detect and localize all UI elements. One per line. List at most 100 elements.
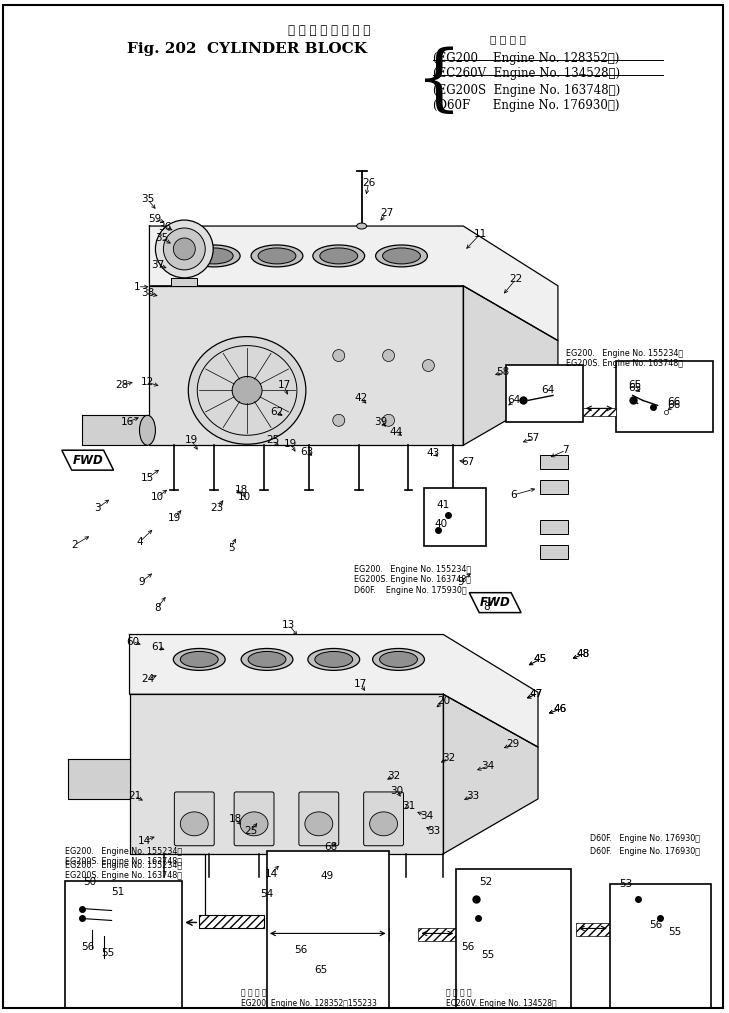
Text: 9: 9 [139, 576, 145, 587]
Text: 61: 61 [151, 642, 164, 652]
Text: 23: 23 [211, 503, 224, 513]
Text: 19: 19 [184, 436, 198, 446]
Text: 53: 53 [619, 878, 632, 888]
Text: EG200.   Engine No. 155234～
EG200S. Engine No. 163748～: EG200. Engine No. 155234～ EG200S. Engine… [566, 348, 683, 368]
Ellipse shape [383, 248, 421, 264]
Text: 18: 18 [235, 485, 248, 495]
Ellipse shape [356, 223, 367, 229]
Text: 39: 39 [374, 417, 387, 427]
FancyBboxPatch shape [299, 792, 339, 846]
FancyBboxPatch shape [65, 880, 182, 1008]
Text: 33: 33 [426, 826, 440, 836]
FancyBboxPatch shape [418, 929, 456, 941]
Text: 8: 8 [483, 602, 489, 612]
FancyBboxPatch shape [267, 851, 389, 1008]
Text: 26: 26 [362, 178, 375, 188]
Text: 5: 5 [228, 543, 235, 553]
Text: 24: 24 [141, 675, 154, 685]
Text: 2: 2 [71, 540, 78, 550]
Text: 19: 19 [284, 440, 297, 449]
Text: 64: 64 [542, 385, 555, 395]
Polygon shape [68, 759, 130, 799]
Text: 適 用 号 機
EC260V. Engine No. 134528～: 適 用 号 機 EC260V. Engine No. 134528～ [446, 989, 557, 1008]
Circle shape [383, 349, 394, 362]
Text: 13: 13 [282, 620, 295, 629]
Text: シ リ ン ダ ブ ロ ッ ク: シ リ ン ダ ブ ロ ッ ク [288, 23, 370, 36]
Text: 64: 64 [507, 395, 521, 405]
Text: 55: 55 [482, 950, 495, 960]
Text: 適 用 号 機
EG200. Engine No. 128352～155233: 適 用 号 機 EG200. Engine No. 128352～155233 [241, 989, 377, 1008]
Text: EG200.   Engine No. 155234～
EG200S. Engine No. 163748～
D60F.    Engine No. 17593: EG200. Engine No. 155234～ EG200S. Engine… [354, 565, 471, 595]
Text: 66: 66 [667, 397, 680, 407]
Text: 21: 21 [128, 791, 141, 801]
FancyBboxPatch shape [174, 792, 214, 846]
Text: 37: 37 [151, 260, 164, 269]
Polygon shape [171, 278, 198, 286]
Text: 30: 30 [390, 786, 403, 796]
Ellipse shape [308, 648, 359, 671]
Text: 10: 10 [238, 492, 251, 502]
Text: 22: 22 [510, 274, 523, 284]
Ellipse shape [174, 648, 225, 671]
Text: 4: 4 [136, 537, 143, 547]
Text: 1: 1 [134, 282, 141, 292]
Text: 50: 50 [83, 876, 96, 886]
FancyBboxPatch shape [540, 520, 568, 534]
Text: 45: 45 [534, 654, 547, 665]
Text: 57: 57 [526, 434, 539, 444]
Text: 56: 56 [81, 942, 94, 952]
Text: 45: 45 [534, 654, 547, 665]
Text: 33: 33 [467, 791, 480, 801]
FancyBboxPatch shape [540, 480, 568, 494]
Ellipse shape [188, 245, 240, 266]
Ellipse shape [180, 651, 218, 668]
Text: 65: 65 [314, 965, 327, 976]
Ellipse shape [188, 336, 306, 445]
Text: 41: 41 [437, 500, 450, 510]
Text: 67: 67 [461, 457, 475, 467]
Ellipse shape [163, 228, 206, 269]
Text: 62: 62 [270, 407, 284, 417]
Text: 42: 42 [354, 393, 367, 403]
Ellipse shape [380, 651, 418, 668]
Polygon shape [469, 593, 521, 613]
Text: EG200.   Engine No. 155234～
EG200S. Engine No. 163748～: EG200. Engine No. 155234～ EG200S. Engine… [65, 847, 182, 866]
Polygon shape [62, 450, 114, 470]
Polygon shape [149, 226, 558, 340]
Text: 14: 14 [138, 836, 151, 846]
Text: 3: 3 [94, 503, 101, 513]
Text: 17: 17 [354, 680, 367, 689]
Ellipse shape [174, 238, 195, 260]
Text: 49: 49 [320, 870, 333, 880]
Ellipse shape [240, 811, 268, 836]
FancyBboxPatch shape [609, 883, 712, 1008]
Text: 29: 29 [507, 739, 520, 750]
Text: 54: 54 [260, 888, 273, 899]
Polygon shape [443, 694, 538, 854]
Ellipse shape [155, 220, 213, 278]
Text: 56: 56 [461, 942, 475, 952]
Ellipse shape [180, 811, 208, 836]
Text: 16: 16 [121, 417, 134, 427]
Text: 60: 60 [126, 636, 139, 646]
Text: 17: 17 [277, 381, 291, 390]
FancyBboxPatch shape [234, 792, 274, 846]
Polygon shape [130, 694, 443, 854]
Circle shape [332, 349, 345, 362]
Text: 35: 35 [155, 233, 168, 243]
Circle shape [383, 414, 394, 426]
FancyBboxPatch shape [267, 929, 389, 941]
Text: 27: 27 [380, 208, 393, 218]
Text: 48: 48 [576, 649, 590, 659]
FancyBboxPatch shape [424, 488, 486, 546]
Text: 59: 59 [148, 214, 161, 224]
Ellipse shape [258, 248, 296, 264]
FancyBboxPatch shape [576, 924, 609, 936]
FancyBboxPatch shape [616, 361, 714, 433]
Text: 12: 12 [141, 378, 154, 387]
Polygon shape [149, 286, 464, 446]
Ellipse shape [370, 811, 397, 836]
Text: 47: 47 [529, 689, 542, 699]
Text: 25: 25 [266, 436, 280, 446]
Text: 55: 55 [101, 948, 114, 958]
